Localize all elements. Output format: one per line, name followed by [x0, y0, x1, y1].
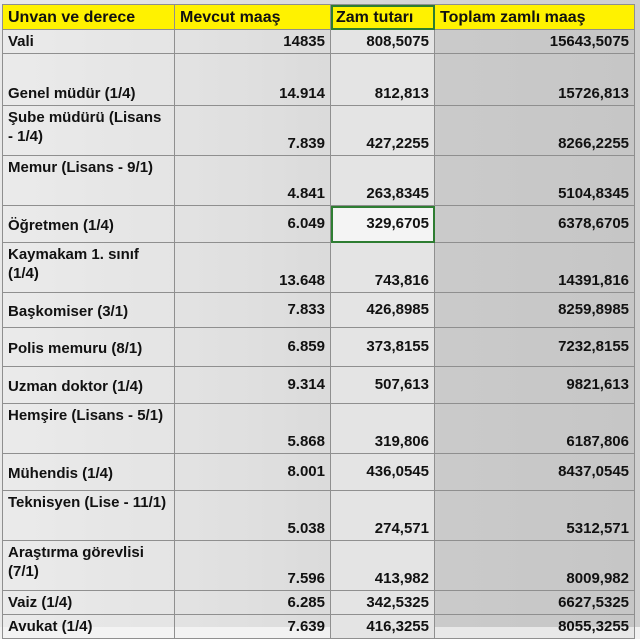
cell-toplam[interactable]: 8437,0545 — [434, 453, 635, 491]
cell-zam[interactable]: 427,2255 — [330, 105, 435, 156]
cell-mevcut[interactable]: 14.914 — [174, 53, 331, 106]
cell-title[interactable]: Araştırma görevlisi (7/1) — [2, 540, 175, 591]
cell-zam[interactable]: 426,8985 — [330, 292, 435, 328]
table-row: Araştırma görevlisi (7/1) 7.596 413,982 … — [2, 540, 635, 591]
cell-zam[interactable]: 507,613 — [330, 366, 435, 404]
cell-mevcut[interactable]: 5.038 — [174, 490, 331, 541]
cell-zam[interactable]: 373,8155 — [330, 327, 435, 367]
table-row: Genel müdür (1/4) 14.914 812,813 15726,8… — [2, 53, 635, 106]
cell-title[interactable]: Teknisyen (Lise - 11/1) — [2, 490, 175, 541]
cell-zam-selected[interactable]: 329,6705 — [330, 205, 435, 243]
table-row: Mühendis (1/4) 8.001 436,0545 8437,0545 — [2, 453, 635, 491]
table-row: Öğretmen (1/4) 6.049 329,6705 6378,6705 — [2, 205, 635, 243]
table-row: Vali 14835 808,5075 15643,5075 — [2, 29, 635, 54]
cell-mevcut[interactable]: 7.833 — [174, 292, 331, 328]
cell-zam[interactable]: 263,8345 — [330, 155, 435, 206]
cell-toplam[interactable]: 7232,8155 — [434, 327, 635, 367]
cell-zam[interactable]: 342,5325 — [330, 590, 435, 615]
table-row: Polis memuru (8/1) 6.859 373,8155 7232,8… — [2, 327, 635, 367]
table-row: Kaymakam 1. sınıf (1/4) 13.648 743,816 1… — [2, 242, 635, 293]
cell-mevcut[interactable]: 6.859 — [174, 327, 331, 367]
cell-zam[interactable]: 319,806 — [330, 403, 435, 454]
header-unvan[interactable]: Unvan ve derece — [2, 4, 175, 30]
cell-toplam[interactable]: 8259,8985 — [434, 292, 635, 328]
cell-title[interactable]: Kaymakam 1. sınıf (1/4) — [2, 242, 175, 293]
salary-table: Unvan ve derece Mevcut maaş Zam tutarı T… — [2, 4, 635, 639]
cell-toplam[interactable]: 8009,982 — [434, 540, 635, 591]
cell-mevcut[interactable]: 13.648 — [174, 242, 331, 293]
cell-toplam[interactable]: 5104,8345 — [434, 155, 635, 206]
cell-title[interactable]: Mühendis (1/4) — [2, 453, 175, 491]
cell-toplam[interactable]: 8266,2255 — [434, 105, 635, 156]
cell-title[interactable]: Polis memuru (8/1) — [2, 327, 175, 367]
cell-title[interactable]: Memur (Lisans - 9/1) — [2, 155, 175, 206]
cell-zam[interactable]: 812,813 — [330, 53, 435, 106]
cell-title[interactable]: Vali — [2, 29, 175, 54]
cell-toplam[interactable]: 5312,571 — [434, 490, 635, 541]
header-toplam[interactable]: Toplam zamlı maaş — [434, 4, 635, 30]
cell-mevcut[interactable]: 5.868 — [174, 403, 331, 454]
cell-toplam[interactable]: 6627,5325 — [434, 590, 635, 615]
table-row: Uzman doktor (1/4) 9.314 507,613 9821,61… — [2, 366, 635, 404]
table-row: Memur (Lisans - 9/1) 4.841 263,8345 5104… — [2, 155, 635, 206]
cell-title[interactable]: Öğretmen (1/4) — [2, 205, 175, 243]
table-row: Başkomiser (3/1) 7.833 426,8985 8259,898… — [2, 292, 635, 328]
cell-toplam[interactable]: 6378,6705 — [434, 205, 635, 243]
cell-title[interactable]: Hemşire (Lisans - 5/1) — [2, 403, 175, 454]
cell-zam[interactable]: 808,5075 — [330, 29, 435, 54]
cell-mevcut[interactable]: 9.314 — [174, 366, 331, 404]
cell-toplam[interactable]: 6187,806 — [434, 403, 635, 454]
cell-title[interactable]: Vaiz (1/4) — [2, 590, 175, 615]
cell-zam[interactable]: 743,816 — [330, 242, 435, 293]
cell-toplam[interactable]: 9821,613 — [434, 366, 635, 404]
cell-zam[interactable]: 413,982 — [330, 540, 435, 591]
cell-mevcut[interactable]: 14835 — [174, 29, 331, 54]
cell-title[interactable]: Başkomiser (3/1) — [2, 292, 175, 328]
cell-toplam[interactable]: 15726,813 — [434, 53, 635, 106]
cell-mevcut[interactable]: 7.839 — [174, 105, 331, 156]
header-row: Unvan ve derece Mevcut maaş Zam tutarı T… — [2, 4, 635, 30]
table-row: Şube müdürü (Lisans - 1/4) 7.839 427,225… — [2, 105, 635, 156]
table-row: Vaiz (1/4) 6.285 342,5325 6627,5325 — [2, 590, 635, 615]
cell-mevcut[interactable]: 4.841 — [174, 155, 331, 206]
cell-toplam[interactable]: 15643,5075 — [434, 29, 635, 54]
cell-title[interactable]: Uzman doktor (1/4) — [2, 366, 175, 404]
table-row: Teknisyen (Lise - 11/1) 5.038 274,571 53… — [2, 490, 635, 541]
header-mevcut[interactable]: Mevcut maaş — [174, 4, 331, 30]
cell-mevcut[interactable]: 7.596 — [174, 540, 331, 591]
cell-mevcut[interactable]: 6.285 — [174, 590, 331, 615]
cell-mevcut[interactable]: 8.001 — [174, 453, 331, 491]
cell-title[interactable]: Şube müdürü (Lisans - 1/4) — [2, 105, 175, 156]
cell-mevcut[interactable]: 6.049 — [174, 205, 331, 243]
cell-zam[interactable]: 436,0545 — [330, 453, 435, 491]
table-row: Hemşire (Lisans - 5/1) 5.868 319,806 618… — [2, 403, 635, 454]
cell-title[interactable]: Genel müdür (1/4) — [2, 53, 175, 106]
cell-zam[interactable]: 274,571 — [330, 490, 435, 541]
header-zam[interactable]: Zam tutarı — [330, 4, 435, 30]
cell-toplam[interactable]: 14391,816 — [434, 242, 635, 293]
